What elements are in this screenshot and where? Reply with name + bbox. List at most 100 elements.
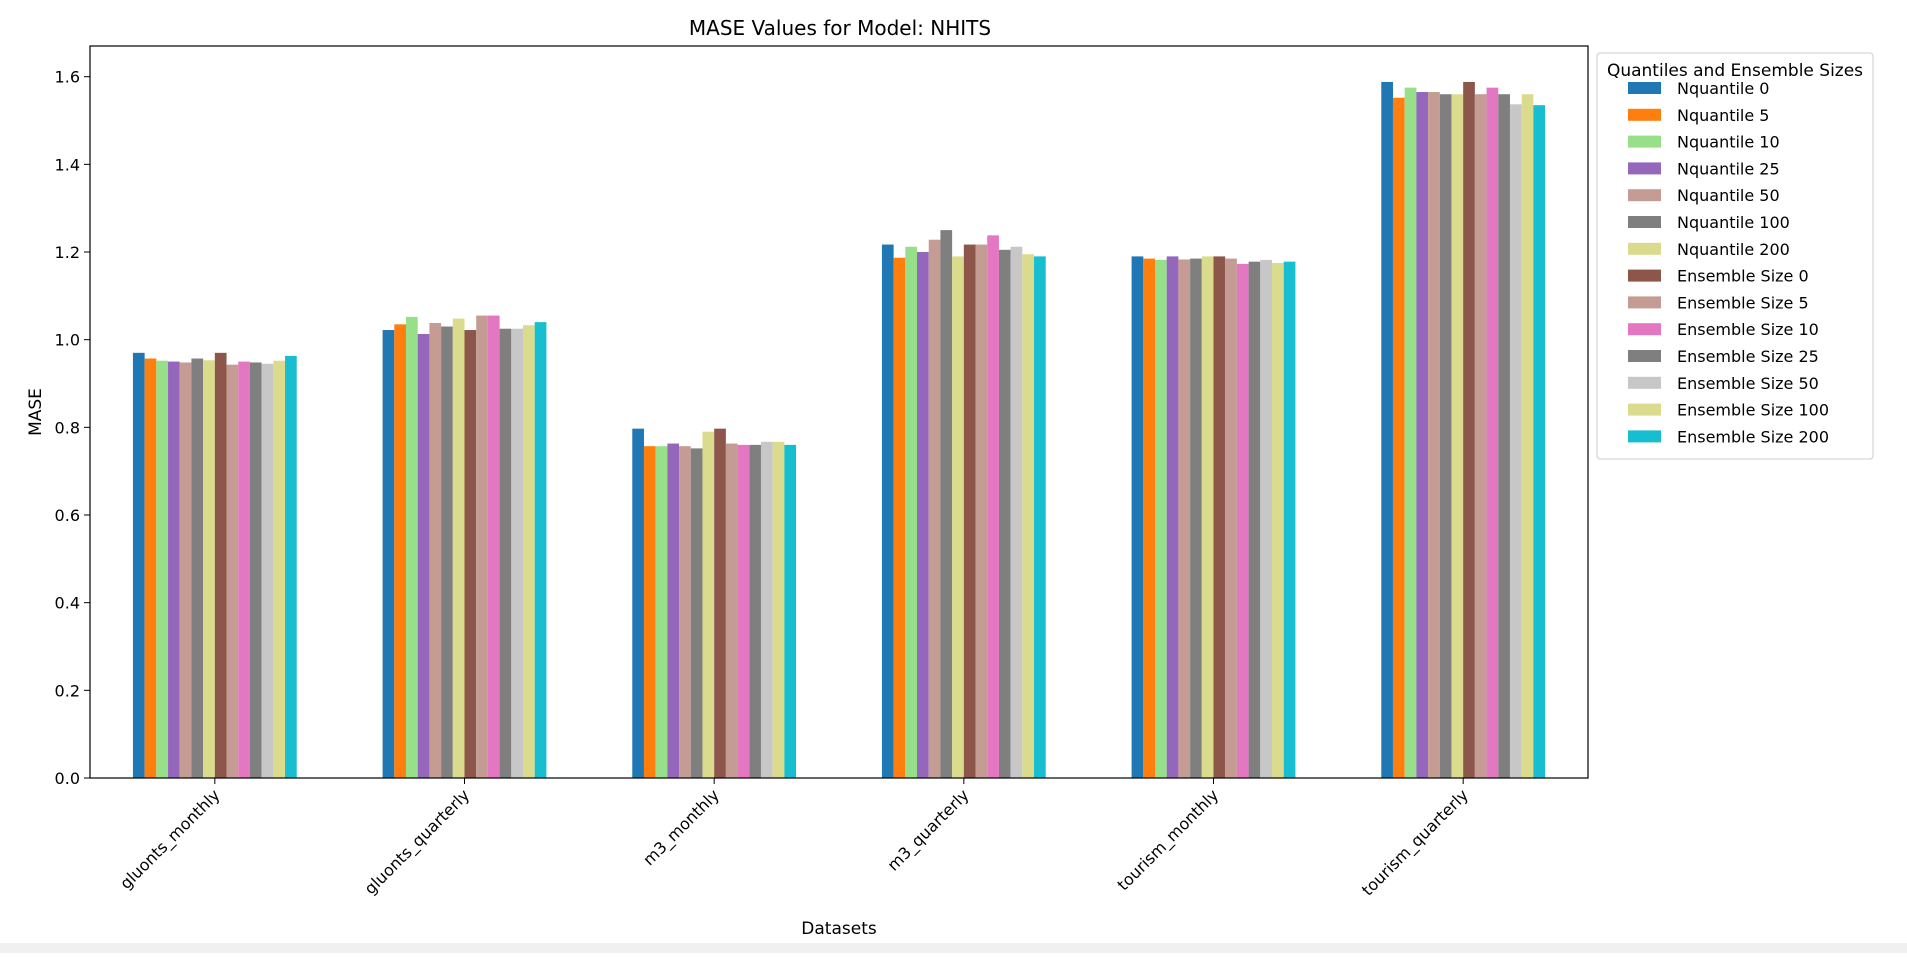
bar <box>714 428 726 778</box>
legend-swatch <box>1628 189 1661 202</box>
chart-title: MASE Values for Model: NHITS <box>689 16 991 40</box>
legend-label: Nquantile 200 <box>1677 240 1790 259</box>
y-tick-label: 1.0 <box>55 331 80 350</box>
y-tick-label: 1.4 <box>55 155 80 174</box>
bar <box>725 443 738 778</box>
legend-swatch <box>1628 296 1661 309</box>
bar <box>1272 262 1284 779</box>
bar <box>452 318 465 778</box>
bar <box>1034 256 1046 778</box>
bar <box>285 355 297 778</box>
legend-swatch <box>1628 430 1661 443</box>
bars-layer <box>132 81 1546 779</box>
bar <box>1131 256 1144 778</box>
legend-label: Nquantile 10 <box>1677 133 1780 152</box>
bar <box>464 330 477 778</box>
bar <box>214 352 227 778</box>
bar <box>667 443 680 778</box>
bar <box>191 358 204 778</box>
bar <box>1010 246 1023 778</box>
bar <box>1213 256 1226 778</box>
legend-swatch <box>1628 376 1661 389</box>
legend-label: Nquantile 100 <box>1677 213 1790 232</box>
bar <box>382 330 395 778</box>
x-axis: gluonts_monthly gluonts_quarterly m3_month… <box>116 778 1473 900</box>
legend-box <box>1596 52 1874 460</box>
legend-swatch <box>1628 323 1661 336</box>
bar <box>394 324 406 778</box>
legend-swatch <box>1628 403 1661 416</box>
legend-swatch <box>1628 162 1661 175</box>
y-tick-label: 0.0 <box>55 769 80 788</box>
bar <box>1404 87 1417 778</box>
bar <box>928 239 941 779</box>
x-tick-label: gluonts_quarterly <box>360 785 474 899</box>
bar <box>952 256 964 778</box>
bar <box>511 328 523 778</box>
bar <box>1474 94 1487 779</box>
bar <box>1521 94 1534 779</box>
y-tick-label: 0.4 <box>55 594 80 613</box>
bar <box>238 361 250 778</box>
bar <box>632 428 644 778</box>
bar <box>1451 94 1464 779</box>
legend-label: Ensemble Size 50 <box>1677 374 1819 393</box>
bar <box>1248 261 1261 778</box>
legend-swatch <box>1628 82 1661 94</box>
bar <box>772 441 785 778</box>
bar <box>1463 81 1475 778</box>
legend-swatch <box>1628 135 1661 148</box>
bar <box>226 364 239 778</box>
legend-label: Ensemble Size 25 <box>1677 347 1819 366</box>
y-tick-label: 1.2 <box>55 243 80 262</box>
x-tick-label: gluonts_monthly <box>116 785 224 893</box>
bar <box>679 446 691 778</box>
bar <box>273 360 286 778</box>
legend-swatch <box>1628 108 1661 121</box>
bar <box>1381 81 1393 778</box>
bar <box>203 360 215 778</box>
bar <box>893 257 906 779</box>
y-tick-label: 1.6 <box>55 68 80 87</box>
bar <box>1498 94 1510 779</box>
y-tick-label: 0.2 <box>55 681 80 700</box>
x-tick-label: tourism_quarterly <box>1358 785 1473 900</box>
bar <box>406 316 418 778</box>
bar <box>881 244 894 778</box>
bar <box>905 246 918 778</box>
bar <box>168 361 180 778</box>
legend-items: Nquantile 0 Nquantile 5 Nquantile 10 Nquant… <box>1628 79 1829 446</box>
window-bottom-strip <box>0 943 1907 953</box>
x-tick-label: tourism_monthly <box>1113 785 1223 895</box>
legend-label: Nquantile 50 <box>1677 186 1780 205</box>
bar <box>702 431 715 778</box>
bar <box>975 244 988 778</box>
bar <box>476 315 488 778</box>
y-tick-label: 0.8 <box>55 418 80 437</box>
bar <box>737 444 750 778</box>
bar <box>690 448 703 778</box>
bar <box>1428 92 1440 778</box>
bar <box>987 235 999 779</box>
bar <box>1143 258 1155 779</box>
bar <box>1022 254 1035 778</box>
legend-swatch <box>1628 350 1661 362</box>
bar <box>1190 258 1202 779</box>
legend-label: Ensemble Size 100 <box>1677 401 1829 420</box>
bar <box>499 328 512 778</box>
bar <box>1416 92 1429 778</box>
bar <box>1201 256 1214 778</box>
legend-label: Ensemble Size 200 <box>1677 427 1829 446</box>
bar <box>1509 104 1522 779</box>
legend-label: Nquantile 0 <box>1677 79 1769 98</box>
bar <box>417 333 430 778</box>
bar <box>1155 259 1167 778</box>
legend-label: Ensemble Size 10 <box>1677 320 1819 339</box>
x-tick-label: m3_monthly <box>639 785 724 870</box>
bar <box>261 363 274 778</box>
bar <box>1439 94 1452 779</box>
bar <box>441 326 453 778</box>
bar <box>429 323 442 778</box>
bar <box>156 360 169 778</box>
